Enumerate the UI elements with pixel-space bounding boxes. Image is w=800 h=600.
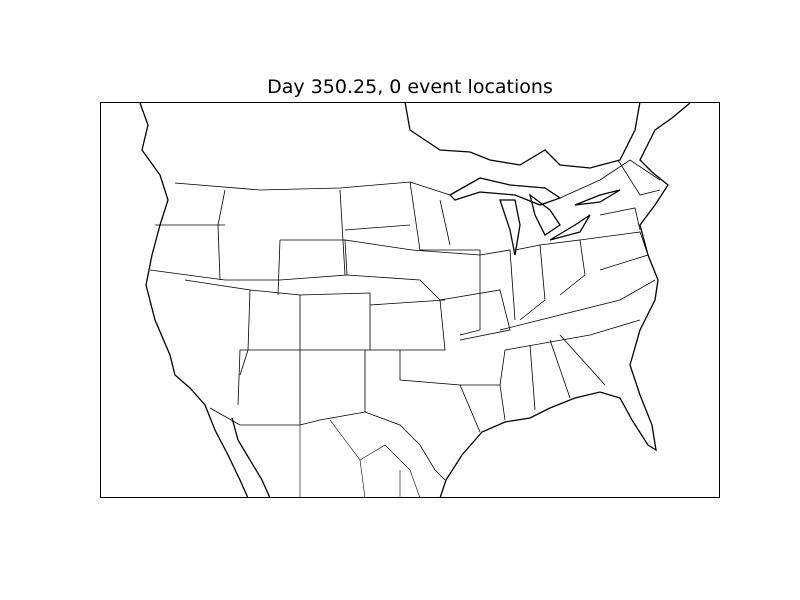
coastline-baja xyxy=(231,417,271,498)
state-borders xyxy=(149,159,661,433)
coastline-hudson xyxy=(404,102,641,169)
coastline xyxy=(139,102,249,498)
canada-us-border xyxy=(174,159,661,199)
map-title: Day 350.25, 0 event locations xyxy=(267,76,553,98)
coastline-gulf-atlantic xyxy=(439,102,691,498)
mexico-state-borders xyxy=(299,419,421,498)
great-lakes xyxy=(448,177,621,256)
us-mexico-border xyxy=(209,407,446,481)
map-frame xyxy=(100,102,720,498)
